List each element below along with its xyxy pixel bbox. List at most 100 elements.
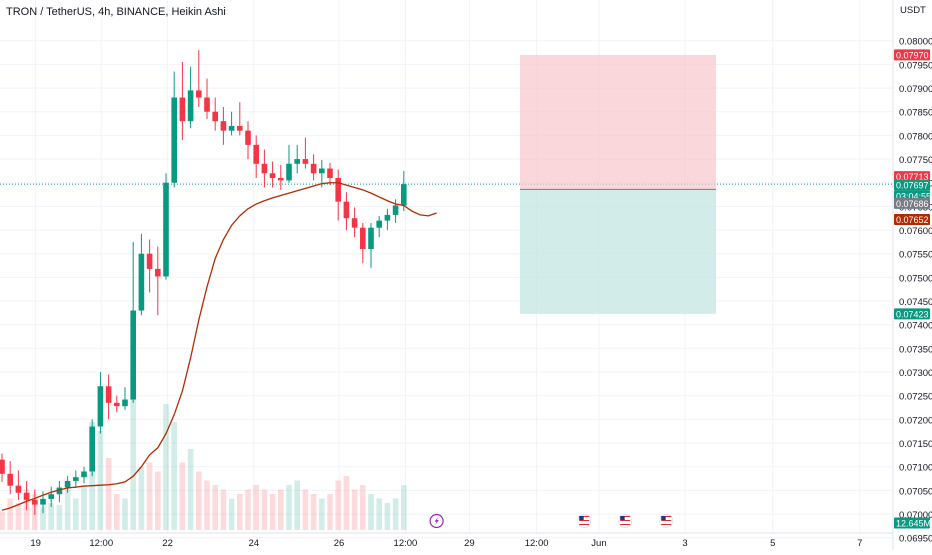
candle xyxy=(278,164,284,190)
volume-bar xyxy=(15,503,22,530)
us-flag-canton xyxy=(579,516,584,520)
time-tick-label: 5 xyxy=(770,538,775,549)
us-flag-stripe xyxy=(661,520,672,521)
volume-bar xyxy=(245,489,251,530)
candle-body xyxy=(302,159,309,164)
price-label-text: 0.07423 xyxy=(896,309,929,319)
position-zones[interactable] xyxy=(520,54,716,314)
price-tick-label: 0.07600 xyxy=(899,226,932,237)
time-tick-label: 19 xyxy=(30,538,41,549)
us-flag-stripe xyxy=(579,522,590,523)
candle xyxy=(392,199,399,223)
volume-bar xyxy=(319,498,325,530)
candle xyxy=(15,470,22,500)
candle xyxy=(401,170,407,212)
candle-body xyxy=(48,494,54,499)
volume-bar xyxy=(401,485,407,530)
price-label-text: 0.07652 xyxy=(896,215,929,225)
us-flag-stripe xyxy=(661,524,672,525)
volume-bar xyxy=(130,368,136,530)
candle-body xyxy=(56,487,63,495)
volume-bar xyxy=(171,422,177,530)
candle xyxy=(130,241,136,403)
price-tick-label: 0.07100 xyxy=(899,463,932,474)
candle-body xyxy=(237,125,243,131)
candle xyxy=(163,173,169,280)
candle xyxy=(56,480,63,503)
time-tick-label: 3 xyxy=(682,538,687,549)
volume-bar xyxy=(179,462,186,530)
volume-bar xyxy=(138,467,145,530)
candle xyxy=(351,207,358,238)
volume-bar xyxy=(73,498,79,530)
candle-body xyxy=(81,471,87,478)
price-tick-label: 0.06950 xyxy=(899,534,932,545)
candle-body xyxy=(384,214,391,221)
candle-body xyxy=(114,402,120,407)
volume-bar xyxy=(310,494,317,530)
candle-body xyxy=(269,173,276,178)
volume-bar xyxy=(40,507,46,530)
price-axis[interactable]: 0.08000 0.07950 0.07900 0.07850 0.07800 0.077… xyxy=(892,0,932,550)
candle xyxy=(64,476,71,493)
lightning-icon-bolt xyxy=(434,517,439,525)
volume-bar xyxy=(7,498,13,530)
candle xyxy=(105,374,112,420)
candle xyxy=(23,480,30,511)
us-flag-stripe xyxy=(620,518,631,519)
us-flag-stripe xyxy=(620,524,631,525)
price-label-entry: 0.07686 xyxy=(894,197,930,209)
candle xyxy=(327,162,333,186)
candle-body xyxy=(360,227,366,249)
candle xyxy=(368,222,374,268)
volume-bar xyxy=(360,485,366,530)
candle-body xyxy=(196,90,202,98)
candle xyxy=(7,461,13,495)
price-tick-label: 0.07900 xyxy=(899,84,932,95)
volume-bar xyxy=(343,476,350,530)
candle-body xyxy=(310,163,317,174)
event-markers[interactable] xyxy=(429,513,674,529)
candle xyxy=(114,395,120,413)
volume-bar xyxy=(253,485,259,530)
candle-body xyxy=(253,144,259,164)
time-axis[interactable]: 19 12:00 22 24 26 12:00 29 12:00 Jun 3 5 7 xyxy=(0,532,893,549)
candle xyxy=(171,71,177,188)
time-tick-label: 29 xyxy=(464,538,475,549)
chart-title[interactable]: TRON / TetherUS, 4h, BINANCE, Heikin Ash… xyxy=(6,6,226,18)
candle-body xyxy=(228,125,235,131)
candle xyxy=(0,453,5,482)
candle-body xyxy=(187,90,194,122)
candle-body xyxy=(327,168,333,178)
candle xyxy=(319,160,325,188)
candle-body xyxy=(401,184,407,206)
time-tick-label: 12:00 xyxy=(394,538,418,549)
candles[interactable] xyxy=(0,50,407,516)
candle-body xyxy=(376,220,382,228)
volume-bar xyxy=(294,480,300,530)
moving-average xyxy=(1,182,437,511)
price-tick-label: 0.07500 xyxy=(899,273,932,284)
volume-bar xyxy=(368,494,374,530)
candle-body xyxy=(351,218,358,228)
price-label-bg xyxy=(894,197,930,209)
price-tick-label: 0.07950 xyxy=(899,60,932,71)
candle-body xyxy=(32,499,38,505)
price-label-last: 0.07697 xyxy=(894,179,930,191)
price-label-bg xyxy=(894,213,930,225)
candle-body xyxy=(278,178,284,181)
candle xyxy=(48,486,54,507)
us-flag-icon xyxy=(577,514,592,528)
candle-body xyxy=(335,178,341,202)
candle xyxy=(196,50,202,107)
candle-body xyxy=(261,163,268,174)
volume-bar xyxy=(286,485,292,530)
candle xyxy=(146,239,153,293)
candle-body xyxy=(368,227,374,249)
volume-bar xyxy=(376,498,382,530)
candle xyxy=(384,208,391,231)
stop-loss-zone xyxy=(520,54,716,190)
